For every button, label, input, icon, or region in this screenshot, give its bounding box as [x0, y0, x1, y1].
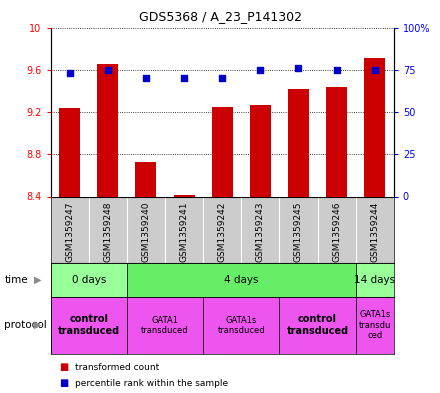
Text: GATA1
transduced: GATA1 transduced [141, 316, 189, 335]
Text: GDS5368 / A_23_P141302: GDS5368 / A_23_P141302 [139, 10, 301, 23]
Point [219, 75, 226, 81]
Bar [356, 297, 394, 354]
Text: control
transduced: control transduced [58, 314, 120, 336]
Text: control
transduced: control transduced [286, 314, 348, 336]
Bar [127, 263, 356, 297]
Text: ■: ■ [59, 362, 69, 373]
Point [104, 66, 111, 73]
Point [180, 75, 187, 81]
Text: transformed count: transformed count [75, 363, 159, 372]
Bar [97, 64, 118, 196]
Text: GSM1359244: GSM1359244 [370, 202, 379, 262]
Bar [364, 58, 385, 196]
Bar [59, 108, 80, 196]
Text: GSM1359242: GSM1359242 [218, 202, 227, 262]
Text: protocol: protocol [4, 320, 47, 330]
Point [66, 70, 73, 76]
Point [257, 66, 264, 73]
Text: 14 days: 14 days [354, 275, 395, 285]
Text: GSM1359245: GSM1359245 [294, 202, 303, 263]
Text: ▶: ▶ [34, 275, 42, 285]
Text: 0 days: 0 days [72, 275, 106, 285]
Point [333, 66, 340, 73]
Text: GSM1359246: GSM1359246 [332, 202, 341, 263]
Bar [174, 195, 194, 196]
Bar [136, 162, 157, 196]
Text: GATA1s
transduced: GATA1s transduced [217, 316, 265, 335]
Point [143, 75, 150, 81]
Text: time: time [4, 275, 28, 285]
Point [295, 65, 302, 71]
Text: GSM1359248: GSM1359248 [103, 202, 112, 263]
Bar [326, 87, 347, 196]
Text: GSM1359243: GSM1359243 [256, 202, 265, 263]
Text: GATA1s
transdu
ced: GATA1s transdu ced [359, 310, 391, 340]
Text: ▶: ▶ [34, 320, 42, 330]
Bar [288, 89, 309, 196]
Bar [51, 263, 127, 297]
Text: GSM1359241: GSM1359241 [180, 202, 189, 263]
Text: GSM1359247: GSM1359247 [65, 202, 74, 263]
Bar [212, 107, 233, 196]
Bar [203, 297, 279, 354]
Text: percentile rank within the sample: percentile rank within the sample [75, 379, 228, 387]
Text: GSM1359240: GSM1359240 [141, 202, 150, 263]
Text: ■: ■ [59, 378, 69, 388]
Text: 4 days: 4 days [224, 275, 259, 285]
Point [371, 66, 378, 73]
Bar [127, 297, 203, 354]
Bar [51, 297, 127, 354]
Bar [356, 263, 394, 297]
Bar [250, 105, 271, 196]
Bar [279, 297, 356, 354]
